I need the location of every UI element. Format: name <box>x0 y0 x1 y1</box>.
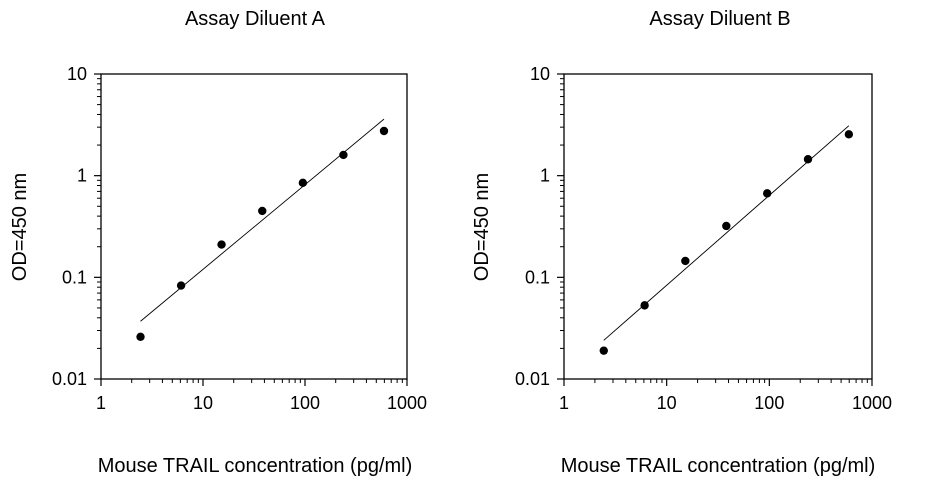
y-tick-label: 0.1 <box>62 267 87 287</box>
data-point <box>803 155 813 164</box>
y-tick-label: 0.1 <box>525 267 550 287</box>
x-tick-label: 1 <box>96 393 106 413</box>
x-tick-label: 1000 <box>852 393 892 413</box>
chart-panel-b: Assay Diluent B OD=450 nm Mouse TRAIL co… <box>471 8 892 477</box>
x-axis-label: Mouse TRAIL concentration (pg/ml) <box>98 455 413 477</box>
chart-title: Assay Diluent B <box>649 8 790 30</box>
y-tick-label: 0.01 <box>515 369 550 389</box>
data-point <box>258 206 267 216</box>
y-tick-label: 1 <box>77 166 87 186</box>
axis-ticks: 1 10 100 1000 0.01 0.1 1 10 <box>515 64 892 413</box>
y-axis-label: OD=450 nm <box>9 173 31 281</box>
data-point <box>640 301 649 310</box>
y-tick-label: 0.01 <box>52 369 87 389</box>
x-tick-label: 1 <box>559 393 569 413</box>
data-point <box>722 221 731 231</box>
data-point <box>298 178 308 188</box>
data-point <box>844 130 854 139</box>
data-point <box>339 150 348 160</box>
y-axis-label: OD=450 nm <box>471 173 493 281</box>
plot-area <box>563 73 873 380</box>
data-point <box>379 126 389 136</box>
x-tick-label: 10 <box>657 393 677 413</box>
data-point <box>762 189 772 198</box>
chart-panel-a: Assay Diluent A OD=450 nm Mouse TRAIL co… <box>9 8 427 477</box>
x-tick-label: 100 <box>290 393 320 413</box>
data-point <box>681 256 690 266</box>
y-tick-label: 10 <box>67 64 87 84</box>
plot-area <box>100 73 408 380</box>
fit-line <box>603 125 850 341</box>
y-tick-label: 10 <box>530 64 550 84</box>
x-tick-label: 100 <box>754 393 784 413</box>
data-point <box>136 332 145 342</box>
fit-line <box>140 118 385 322</box>
data-point <box>217 240 226 249</box>
x-axis-label: Mouse TRAIL concentration (pg/ml) <box>561 455 876 477</box>
data-marks <box>136 118 389 342</box>
data-point <box>176 281 186 290</box>
chart-title: Assay Diluent A <box>185 8 326 30</box>
data-point <box>599 346 608 355</box>
x-tick-label: 1000 <box>387 393 427 413</box>
data-marks <box>599 125 854 355</box>
axis-ticks: 1 10 100 1000 0.01 0.1 1 10 <box>52 64 427 413</box>
y-tick-label: 1 <box>540 166 550 186</box>
x-tick-label: 10 <box>193 393 213 413</box>
